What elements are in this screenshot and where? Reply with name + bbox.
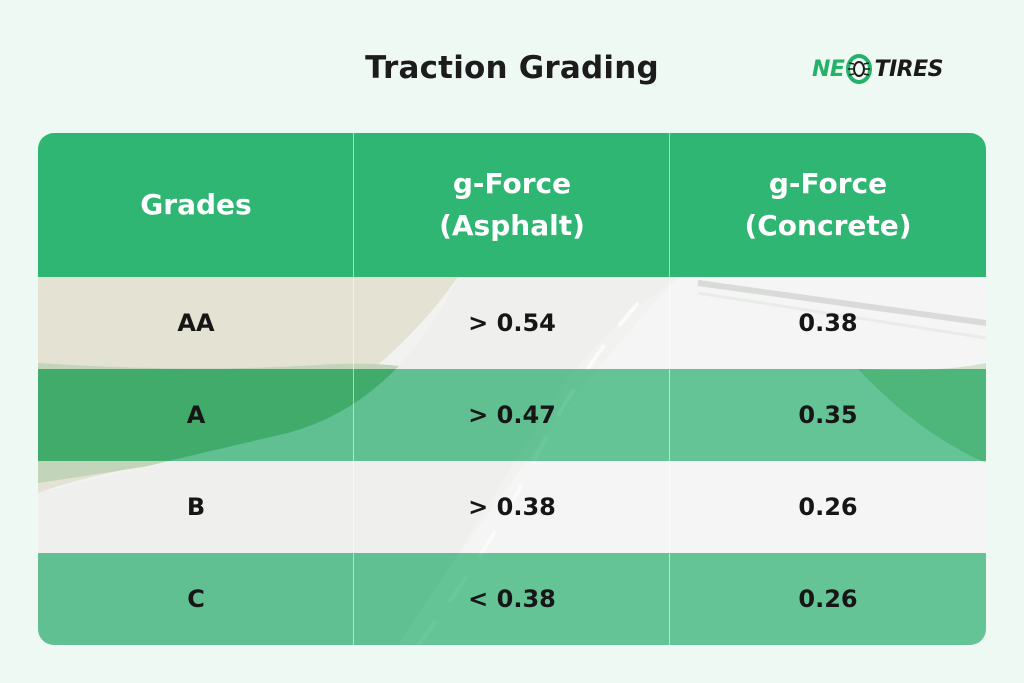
traction-grading-table: Grades g-Force (Asphalt) g-Force (Concre… xyxy=(38,133,986,645)
page-title: Traction Grading xyxy=(365,50,659,86)
row-b-asphalt: > 0.38 xyxy=(354,461,670,553)
row-b-concrete: 0.26 xyxy=(670,461,986,553)
row-aa-grade: AA xyxy=(38,277,354,369)
row-a-grade: A xyxy=(38,369,354,461)
logo-text-neo: NE xyxy=(812,56,845,82)
row-c-concrete: 0.26 xyxy=(670,553,986,645)
column-divider xyxy=(669,133,670,645)
header-gforce-concrete: g-Force (Concrete) xyxy=(670,133,986,277)
row-a-asphalt: > 0.47 xyxy=(354,369,670,461)
logo-text-tires: TIRES xyxy=(874,56,943,82)
row-c-grade: C xyxy=(38,553,354,645)
header-grades: Grades xyxy=(38,133,354,277)
row-aa-asphalt: > 0.54 xyxy=(354,277,670,369)
row-c-asphalt: < 0.38 xyxy=(354,553,670,645)
row-aa-concrete: 0.38 xyxy=(670,277,986,369)
row-a-concrete: 0.35 xyxy=(670,369,986,461)
neo-tires-logo: NE TIRES xyxy=(812,52,943,86)
row-b-grade: B xyxy=(38,461,354,553)
table-grid: Grades g-Force (Asphalt) g-Force (Concre… xyxy=(38,133,986,645)
column-divider xyxy=(353,133,354,645)
tire-icon xyxy=(845,54,873,84)
header-gforce-asphalt: g-Force (Asphalt) xyxy=(354,133,670,277)
